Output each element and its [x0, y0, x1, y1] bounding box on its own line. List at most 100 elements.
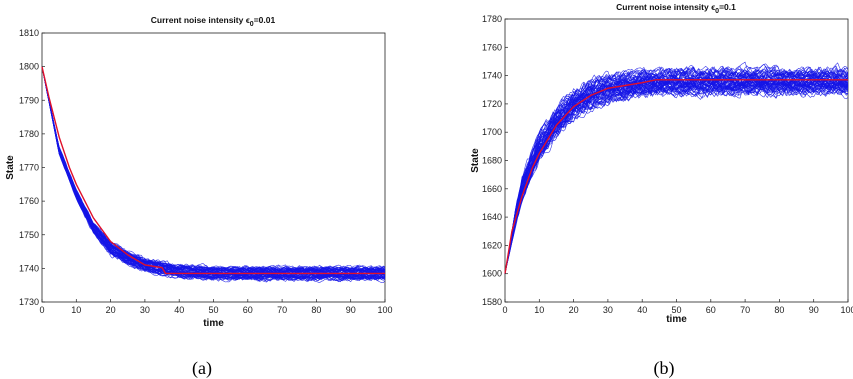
x-tick-label: 50 [671, 305, 681, 315]
x-tick-label: 10 [534, 305, 544, 315]
y-tick-label: 1740 [19, 263, 39, 273]
y-tick-label: 1580 [482, 297, 502, 307]
y-tick-label: 1720 [482, 99, 502, 109]
sample-path [504, 72, 849, 274]
chart-b-caption: (b) [654, 358, 675, 379]
x-tick-label: 60 [706, 305, 716, 315]
chart-b-title-suffix: =0.1 [719, 2, 736, 12]
sample-path [504, 65, 849, 274]
chart-a-y-ticks: 1730 1740 1750 1760 1770 1780 1790 1800 1810 [19, 28, 45, 307]
chart-b-axes-box [504, 18, 849, 303]
sample-path [504, 68, 849, 274]
sample-path [41, 66, 386, 273]
sample-path [504, 77, 849, 274]
sample-path [41, 66, 386, 283]
sample-path [504, 76, 849, 274]
sample-path [41, 66, 386, 275]
sample-path [41, 66, 386, 277]
y-tick-label: 1680 [482, 156, 502, 166]
sample-path [504, 75, 849, 274]
sample-path [41, 66, 386, 282]
sample-path [504, 68, 849, 274]
sample-path [41, 66, 386, 278]
chart-a-caption: (a) [192, 358, 212, 379]
y-tick-label: 1810 [19, 28, 39, 38]
chart-b-mean-path [504, 79, 848, 274]
sample-path [504, 63, 849, 274]
sample-path [41, 66, 386, 280]
y-tick-label: 1640 [482, 212, 502, 222]
y-tick-label: 1750 [19, 230, 39, 240]
x-tick-label: 10 [71, 305, 81, 315]
sample-path [504, 75, 849, 274]
chart-a-title-sub: 0 [250, 21, 254, 28]
sample-path [41, 66, 386, 277]
chart-a-title-eps: ϵ [246, 15, 250, 25]
chart-a-title: Current noise intensity ϵ0=0.01 [151, 15, 276, 28]
sample-path [41, 66, 386, 273]
chart-a-x-axis-label: time [203, 318, 224, 329]
sample-path [504, 73, 849, 274]
sample-path [504, 70, 849, 274]
chart-b-x-axis-label: time [666, 314, 687, 325]
y-tick-label: 1780 [19, 129, 39, 139]
x-tick-label: 20 [569, 305, 579, 315]
x-tick-label: 40 [637, 305, 647, 315]
sample-path [41, 66, 386, 275]
sample-path [41, 66, 386, 280]
sample-path [41, 66, 386, 283]
sample-path [504, 74, 849, 274]
chart-a: 0 10 20 30 40 50 60 70 80 90 100 17301740175017601… [5, 15, 393, 379]
y-tick-label: 1760 [19, 196, 39, 206]
x-tick-label: 30 [603, 305, 613, 315]
sample-path [504, 73, 849, 274]
chart-b-title: Current noise intensity ϵ0=0.1 [616, 2, 736, 15]
sample-path [41, 66, 385, 280]
x-tick-label: 80 [774, 305, 784, 315]
sample-path [41, 66, 386, 276]
sample-path [504, 71, 849, 274]
sample-path [41, 66, 386, 278]
x-tick-label: 20 [106, 305, 116, 315]
sample-path [504, 76, 849, 274]
sample-path [41, 66, 386, 283]
x-tick-label: 90 [346, 305, 356, 315]
sample-path [41, 66, 386, 283]
sample-path [41, 66, 386, 281]
y-tick-label: 1730 [19, 297, 39, 307]
sample-path [41, 66, 386, 274]
sample-path [41, 66, 386, 282]
sample-path [504, 63, 849, 274]
sample-path [504, 71, 849, 274]
sample-path [504, 71, 849, 274]
sample-path [41, 66, 386, 273]
x-tick-label: 100 [840, 305, 853, 315]
x-tick-label: 70 [277, 305, 287, 315]
sample-path [504, 73, 849, 274]
x-tick-label: 90 [809, 305, 819, 315]
sample-path [41, 66, 386, 273]
sample-path [41, 66, 386, 275]
sample-path [41, 66, 386, 274]
x-tick-label: 70 [740, 305, 750, 315]
y-tick-label: 1780 [482, 14, 502, 24]
sample-path [41, 66, 386, 274]
sample-path [41, 66, 385, 277]
x-tick-label: 40 [174, 305, 184, 315]
sample-path [41, 66, 386, 273]
sample-path [504, 69, 849, 274]
sample-path [41, 66, 386, 280]
x-tick-label: 60 [243, 305, 253, 315]
sample-path [41, 66, 386, 281]
sample-path [504, 74, 849, 274]
y-tick-label: 1760 [482, 42, 502, 52]
y-tick-label: 1800 [19, 62, 39, 72]
sample-path [504, 76, 849, 274]
chart-a-title-suffix: =0.01 [254, 15, 276, 25]
sample-path [504, 74, 849, 274]
sample-path [41, 66, 386, 273]
sample-path [41, 66, 386, 275]
chart-a-x-ticks: 0 10 20 30 40 50 60 70 80 90 100 [39, 299, 393, 315]
sample-path [41, 66, 386, 272]
sample-path [504, 61, 849, 274]
